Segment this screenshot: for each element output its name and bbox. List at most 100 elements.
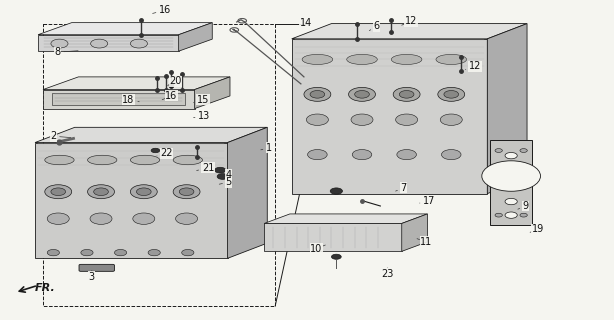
Text: 12: 12	[465, 61, 481, 71]
Circle shape	[352, 149, 372, 160]
Circle shape	[47, 250, 60, 256]
Circle shape	[495, 148, 502, 152]
Circle shape	[176, 213, 198, 224]
Text: 18: 18	[122, 95, 139, 105]
Polygon shape	[292, 39, 488, 194]
Circle shape	[151, 148, 160, 153]
Circle shape	[81, 250, 93, 256]
Text: 23: 23	[381, 268, 394, 279]
Circle shape	[441, 149, 461, 160]
Circle shape	[395, 114, 418, 125]
Ellipse shape	[45, 155, 74, 165]
Text: 7: 7	[395, 183, 406, 193]
Text: 14: 14	[300, 18, 312, 28]
Text: FR.: FR.	[35, 284, 56, 293]
Polygon shape	[228, 127, 267, 258]
Text: 16: 16	[153, 5, 171, 15]
Ellipse shape	[347, 54, 377, 65]
Text: 19: 19	[530, 224, 544, 234]
Circle shape	[349, 87, 375, 101]
Circle shape	[136, 188, 151, 196]
Circle shape	[45, 185, 72, 199]
Circle shape	[215, 167, 226, 173]
Polygon shape	[179, 23, 212, 51]
Text: 22: 22	[157, 148, 173, 158]
Text: 12: 12	[402, 16, 417, 26]
Text: 4: 4	[219, 170, 232, 180]
Circle shape	[47, 213, 69, 224]
Circle shape	[330, 188, 343, 194]
Ellipse shape	[436, 54, 467, 65]
Bar	[491, 140, 532, 225]
Ellipse shape	[88, 155, 117, 165]
Polygon shape	[195, 77, 230, 108]
Polygon shape	[35, 127, 267, 142]
Polygon shape	[38, 35, 179, 51]
Polygon shape	[43, 77, 230, 90]
Ellipse shape	[173, 155, 203, 165]
Text: 9: 9	[518, 201, 529, 211]
Circle shape	[505, 198, 517, 205]
Circle shape	[310, 91, 325, 98]
Circle shape	[90, 213, 112, 224]
Ellipse shape	[130, 155, 160, 165]
Circle shape	[505, 212, 517, 218]
Text: 6: 6	[370, 21, 379, 31]
Polygon shape	[264, 214, 427, 223]
Ellipse shape	[302, 54, 333, 65]
FancyBboxPatch shape	[79, 264, 114, 271]
Polygon shape	[488, 24, 527, 194]
Circle shape	[399, 91, 414, 98]
Circle shape	[182, 250, 194, 256]
Circle shape	[114, 250, 126, 256]
Text: 15: 15	[193, 95, 209, 105]
Circle shape	[495, 213, 502, 217]
Circle shape	[438, 87, 465, 101]
Polygon shape	[35, 142, 228, 258]
Circle shape	[520, 148, 527, 152]
Circle shape	[482, 161, 540, 191]
Circle shape	[130, 39, 147, 48]
Text: 11: 11	[417, 237, 432, 247]
Polygon shape	[43, 90, 195, 108]
Text: 16: 16	[162, 91, 177, 101]
Circle shape	[91, 39, 107, 48]
Polygon shape	[292, 24, 527, 39]
Polygon shape	[402, 214, 427, 251]
Circle shape	[520, 213, 527, 217]
Circle shape	[440, 114, 462, 125]
Circle shape	[94, 188, 108, 196]
Circle shape	[130, 185, 157, 199]
Circle shape	[393, 87, 420, 101]
Text: 3: 3	[89, 270, 95, 282]
Text: 21: 21	[196, 163, 214, 173]
Circle shape	[217, 174, 228, 179]
Polygon shape	[264, 223, 402, 251]
Circle shape	[397, 149, 416, 160]
Circle shape	[505, 152, 517, 159]
Circle shape	[133, 213, 155, 224]
Circle shape	[51, 188, 66, 196]
Circle shape	[179, 188, 194, 196]
Circle shape	[351, 114, 373, 125]
Text: 13: 13	[193, 111, 211, 121]
Text: 10: 10	[310, 244, 325, 254]
Text: 1: 1	[261, 143, 272, 153]
Bar	[52, 93, 185, 105]
Circle shape	[88, 185, 114, 199]
Text: 17: 17	[420, 196, 435, 206]
Text: 20: 20	[168, 76, 182, 86]
Circle shape	[444, 91, 459, 98]
Text: 8: 8	[55, 47, 78, 57]
Circle shape	[51, 39, 68, 48]
Circle shape	[308, 149, 327, 160]
Circle shape	[355, 91, 370, 98]
Text: 2: 2	[50, 131, 71, 141]
Circle shape	[148, 250, 160, 256]
Circle shape	[332, 254, 341, 259]
Circle shape	[304, 87, 331, 101]
Text: 5: 5	[219, 177, 232, 187]
Ellipse shape	[391, 54, 422, 65]
Circle shape	[173, 185, 200, 199]
Polygon shape	[38, 23, 212, 35]
